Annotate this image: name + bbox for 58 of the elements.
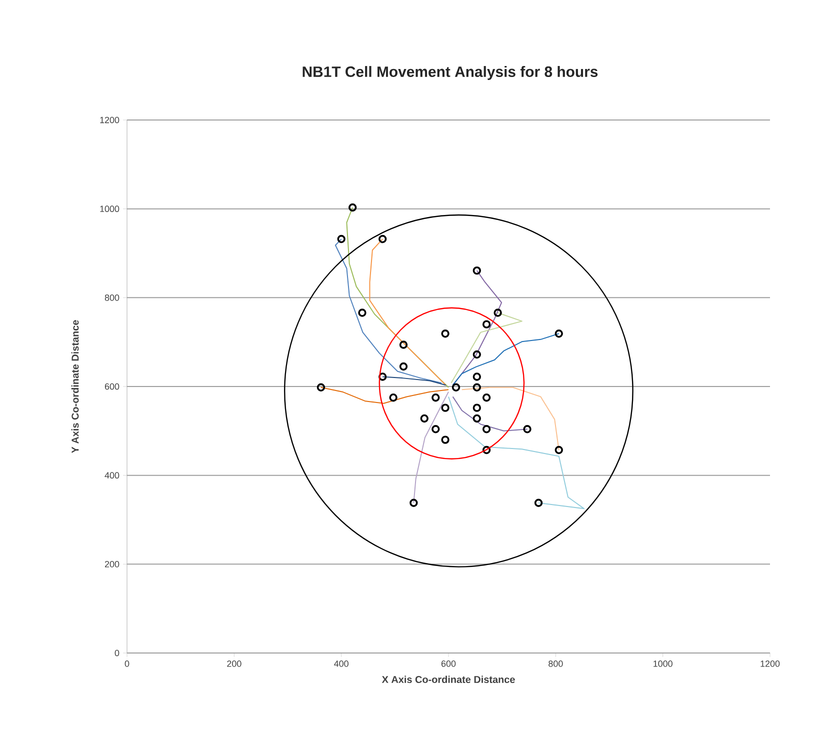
- line-series: [452, 396, 528, 432]
- x-axis-title: X Axis Co-ordinate Distance: [382, 676, 515, 684]
- point: [482, 446, 491, 454]
- point: [378, 234, 387, 244]
- line-series: [461, 386, 560, 451]
- point: [554, 330, 563, 338]
- x-tick-label: 800: [548, 660, 563, 667]
- point: [389, 394, 398, 402]
- point: [432, 394, 440, 402]
- point: [534, 498, 543, 507]
- x-tick-label: 400: [334, 660, 348, 667]
- line-series: [320, 386, 450, 404]
- point: [482, 320, 491, 328]
- point: [378, 372, 387, 381]
- point: [441, 404, 450, 412]
- y-tick-label: 800: [104, 294, 120, 301]
- y-axis-title: Y Axis Co-ordinate Distance: [71, 320, 79, 454]
- point: [358, 308, 366, 317]
- x-tick-label: 1000: [654, 660, 672, 667]
- x-tick-label: 200: [227, 660, 242, 667]
- point: [441, 436, 450, 444]
- point: [554, 446, 563, 454]
- point: [399, 362, 408, 371]
- point: [482, 394, 491, 402]
- point: [348, 203, 357, 212]
- point: [420, 414, 428, 423]
- line-series: [452, 333, 560, 386]
- y-tick-label: 400: [104, 472, 120, 479]
- y-tick-label: 1200: [100, 116, 120, 124]
- point: [337, 234, 346, 244]
- line-series: [334, 238, 442, 384]
- line-series: [448, 396, 585, 510]
- point: [472, 372, 482, 381]
- y-tick-label: 1000: [100, 206, 120, 212]
- point: [432, 425, 440, 434]
- y-tick-label: 200: [104, 560, 120, 568]
- y-tick-label: 600: [104, 383, 120, 390]
- x-tick-label: 0: [124, 660, 130, 667]
- point: [482, 425, 491, 434]
- point: [472, 350, 482, 359]
- chart-title: NB1T Cell Movement Analysis for 8 hours: [302, 66, 598, 80]
- point: [441, 330, 450, 338]
- y-tick-label: 0: [114, 650, 120, 656]
- x-tick-label: 600: [441, 660, 456, 667]
- line-series: [369, 238, 446, 386]
- line-series: [382, 376, 446, 386]
- point: [472, 404, 482, 412]
- line-series: [413, 391, 450, 504]
- point: [472, 383, 482, 392]
- point: [523, 425, 532, 434]
- point: [399, 340, 408, 349]
- point: [316, 383, 326, 392]
- point: [452, 383, 460, 392]
- point: [410, 498, 418, 507]
- point: [472, 266, 482, 275]
- point: [472, 414, 482, 423]
- x-tick-label: 1200: [760, 660, 780, 667]
- point: [494, 308, 502, 317]
